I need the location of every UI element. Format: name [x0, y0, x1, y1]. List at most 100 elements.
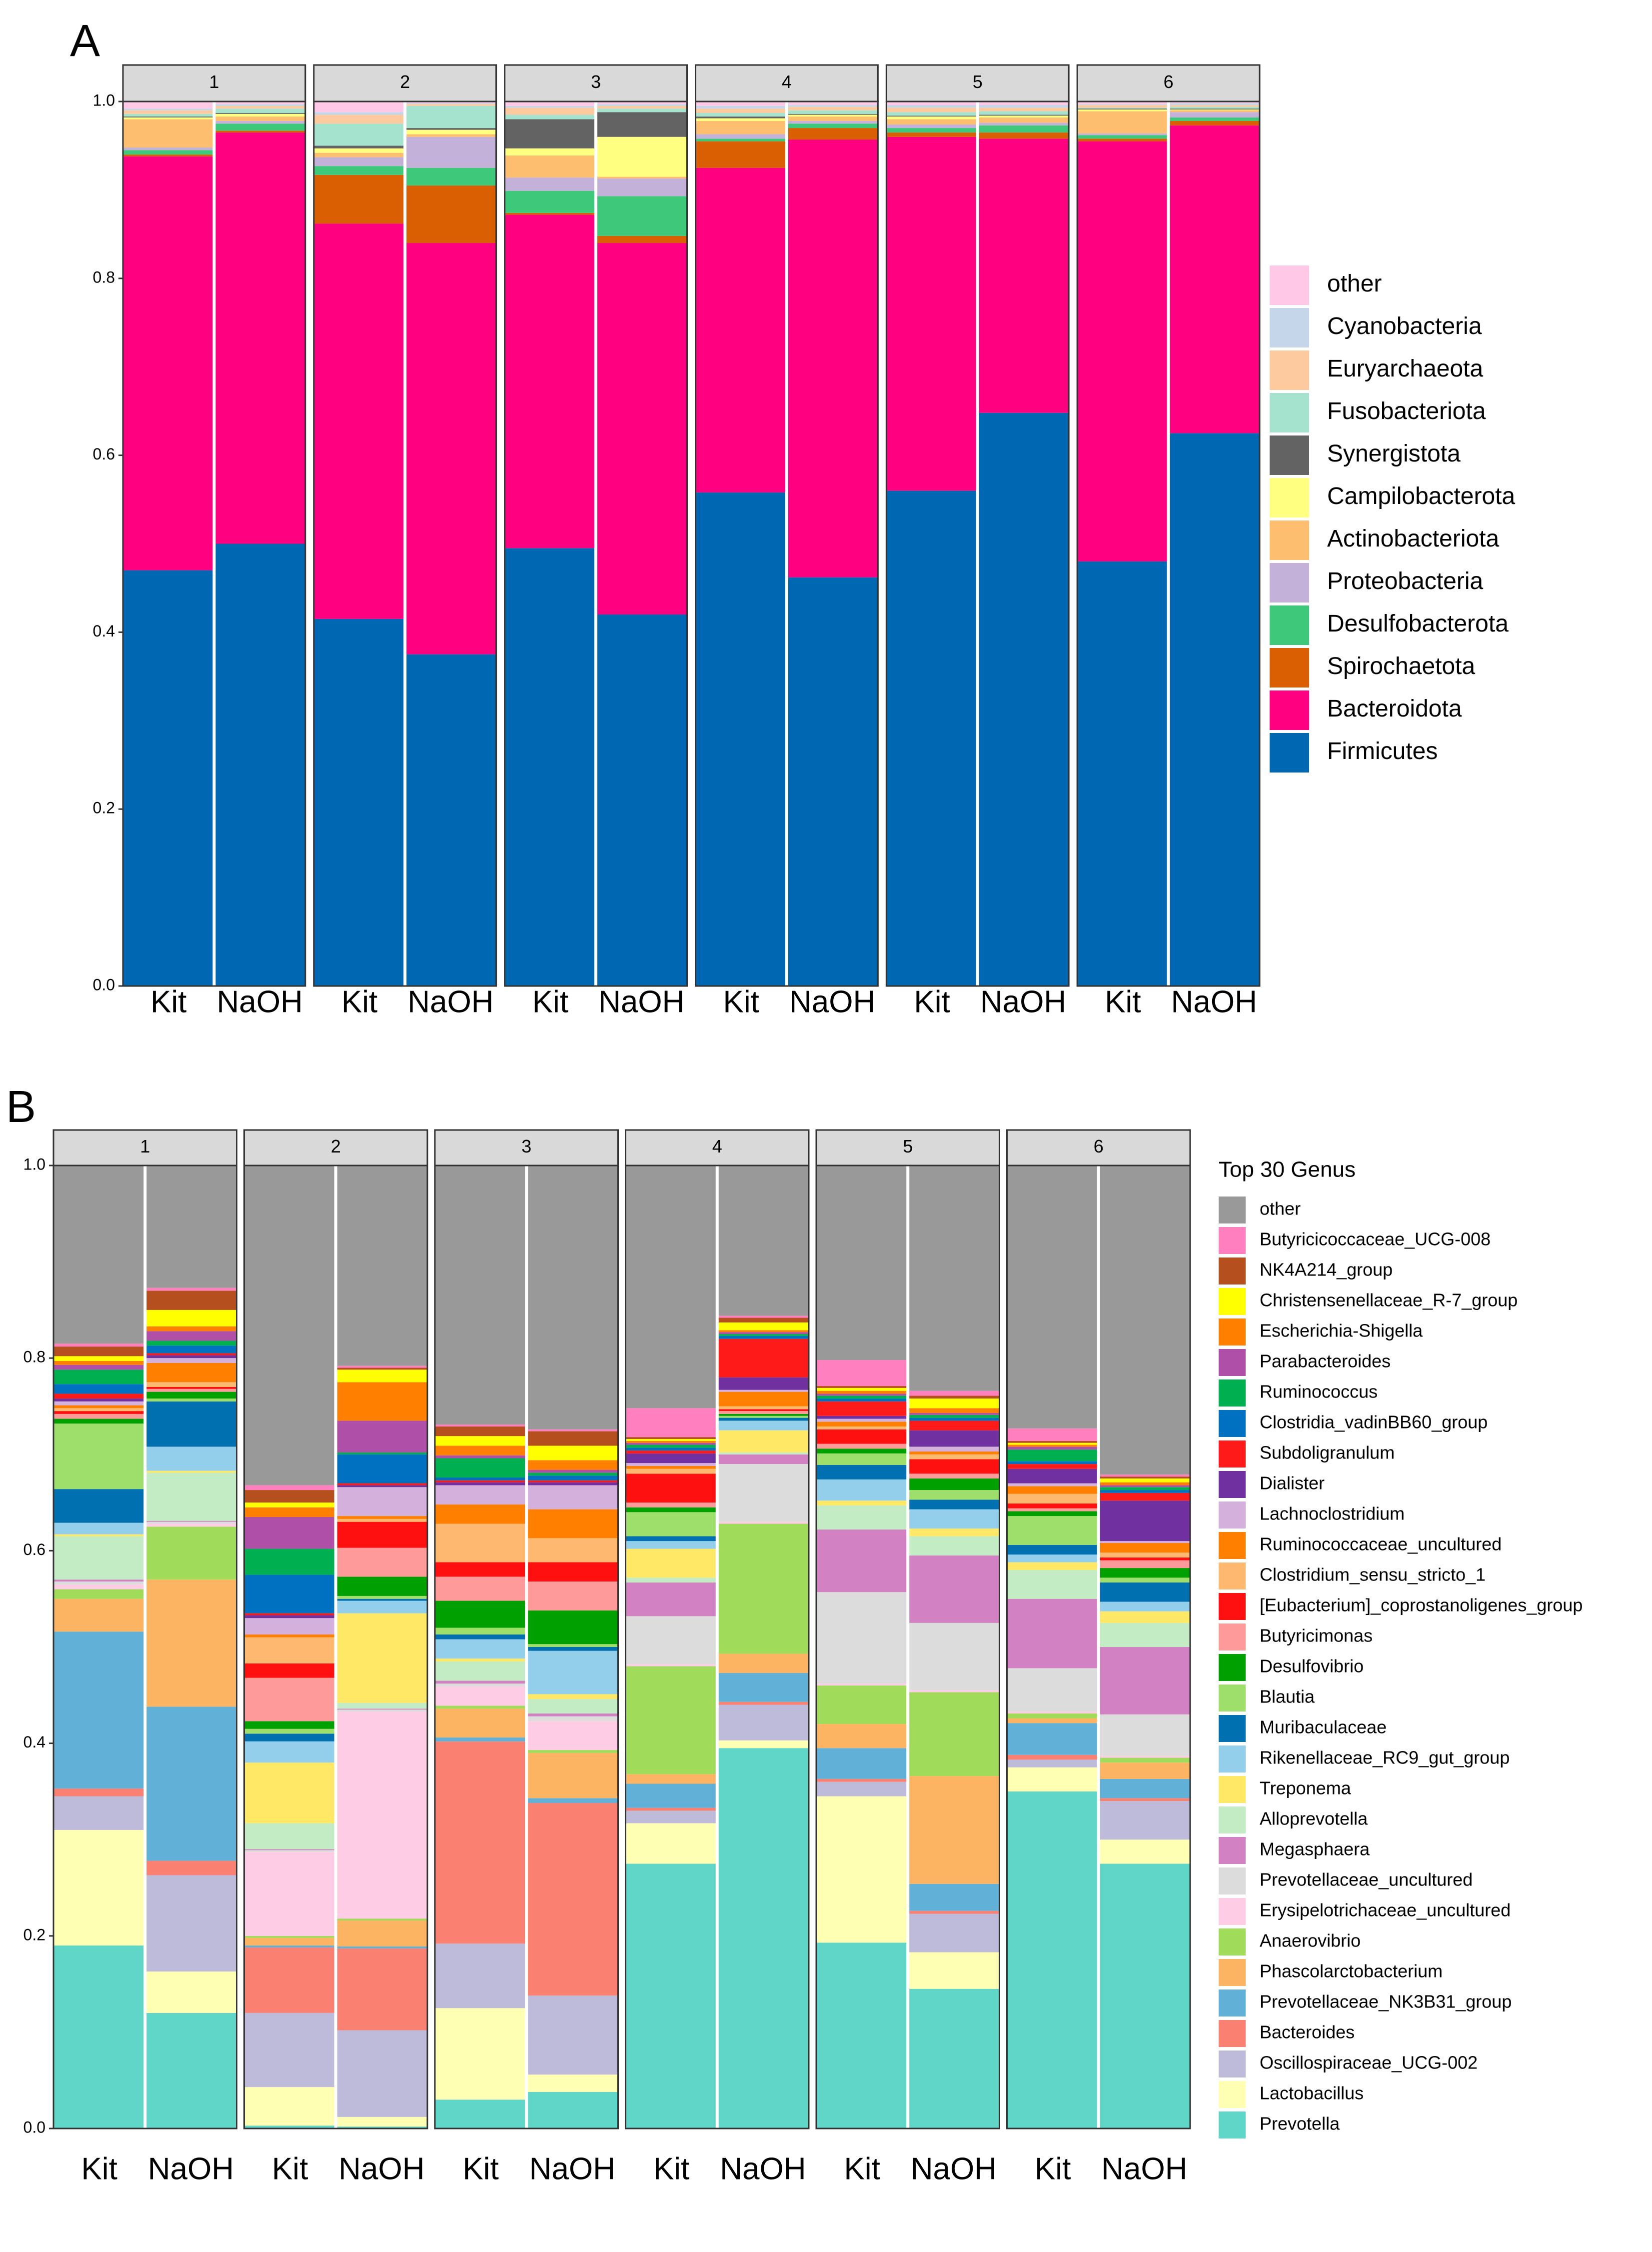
bar-segment	[597, 176, 687, 178]
bar-segment	[816, 1479, 907, 1501]
facet-strip	[695, 64, 879, 102]
bar-segment	[816, 1448, 907, 1454]
facet-label: 6	[1094, 1136, 1104, 1156]
facet-label: 5	[973, 72, 983, 92]
legend-label: Euryarchaeota	[1327, 356, 1483, 382]
bar-segment	[528, 1446, 618, 1460]
bar-segment	[244, 1938, 334, 1946]
bar-segment	[597, 614, 687, 986]
bar-segment	[1100, 1714, 1190, 1756]
bar-segment	[215, 106, 305, 109]
legend-label: Campilobacterota	[1327, 483, 1516, 510]
bar-segment	[528, 1166, 618, 1430]
facet-strip	[243, 1129, 428, 1166]
bar-segment	[244, 1166, 334, 1486]
bar-segment	[146, 1290, 237, 1310]
bar-segment	[146, 1358, 237, 1363]
bar-segment	[406, 104, 496, 106]
bar-segment	[1007, 1516, 1097, 1545]
bar-segment	[504, 548, 595, 986]
bar-segment	[788, 120, 878, 124]
bar-segment	[1077, 138, 1167, 142]
bar-segment	[718, 1318, 809, 1322]
bar-segment	[886, 128, 976, 132]
bar-segment	[718, 1330, 809, 1332]
facet-label: 6	[1164, 72, 1174, 92]
bar-segment	[695, 116, 785, 118]
bar-segment	[979, 412, 1069, 986]
bar-segment	[1007, 1791, 1097, 2128]
x-tick-label: NaOH	[216, 984, 302, 1019]
bar-segment	[435, 1478, 525, 1480]
bar-segment	[528, 1650, 618, 1694]
bar-segment	[718, 1748, 809, 2128]
bar-segment	[146, 1166, 237, 1288]
bar-segment	[625, 1437, 716, 1439]
bar-segment	[337, 1452, 427, 1454]
bar-segment	[1100, 1542, 1190, 1553]
bar-segment	[53, 1522, 144, 1534]
bar-segment	[718, 1334, 809, 1336]
bar-segment	[337, 1166, 427, 1366]
legend-swatch	[1270, 606, 1309, 645]
bar-segment	[1007, 1570, 1097, 1599]
bar-segment	[909, 1430, 1000, 1447]
bar-segment	[504, 106, 595, 108]
bar-segment	[528, 1694, 618, 1700]
bar-segment	[886, 119, 976, 124]
bar-segment	[816, 1724, 907, 1748]
bar-segment	[435, 1741, 525, 1944]
bar-segment	[909, 1988, 1000, 2128]
bar-segment	[53, 1788, 144, 1796]
bar-segment	[625, 1578, 716, 1582]
legend-swatch	[1270, 393, 1309, 432]
bar-segment	[1007, 1504, 1097, 1508]
bar-segment	[435, 1485, 525, 1504]
legend-swatch	[1219, 1928, 1246, 1956]
bar-segment	[123, 570, 213, 986]
bar-segment	[1170, 108, 1260, 110]
bar-segment	[1100, 1758, 1190, 1763]
legend-label: Anaerovibrio	[1260, 1930, 1361, 1951]
legend-swatch	[1219, 1868, 1246, 1894]
bar-segment	[435, 1480, 525, 1482]
bar-segment	[244, 2087, 334, 2126]
bar-segment	[1077, 111, 1167, 134]
bar-segment	[146, 1446, 237, 1471]
bar-segment	[816, 1429, 907, 1444]
facet-label: 4	[712, 1136, 722, 1156]
bar-segment	[1077, 141, 1167, 562]
bar-segment	[597, 136, 687, 177]
bar-segment	[718, 1322, 809, 1330]
bar-segment	[53, 1584, 144, 1590]
y-tick-label: 0.4	[23, 1733, 45, 1751]
bar-segment	[1100, 1487, 1190, 1490]
bar-segment	[718, 1464, 809, 1522]
legend-label: Spirochaetota	[1327, 653, 1476, 680]
bar-segment	[528, 2092, 618, 2128]
bar-segment	[337, 1382, 427, 1421]
bar-segment	[816, 1684, 907, 1686]
panel-label: A	[70, 16, 100, 66]
bar-segment	[337, 1920, 427, 1946]
bar-segment	[718, 1524, 809, 1654]
bar-segment	[788, 128, 878, 140]
bar-segment	[337, 1483, 427, 1486]
bar-segment	[337, 1522, 427, 1548]
legend-swatch	[1270, 478, 1309, 518]
bar-segment	[625, 1502, 716, 1508]
bar-segment	[244, 1634, 334, 1638]
bar-segment	[909, 1556, 1000, 1623]
legend-swatch	[1219, 1502, 1246, 1528]
bar-segment	[1007, 1494, 1097, 1504]
bar-segment	[816, 1748, 907, 1779]
bar-segment	[625, 1536, 716, 1542]
facet-frame	[52, 1164, 237, 2130]
bar-segment	[528, 1485, 618, 1510]
bar-segment	[528, 1538, 618, 1562]
bar-segment	[337, 1454, 427, 1484]
legend-swatch	[1219, 1593, 1246, 1620]
bar-segment	[1170, 120, 1260, 126]
bar-segment	[337, 1613, 427, 1703]
bar-segment	[146, 1470, 237, 1473]
